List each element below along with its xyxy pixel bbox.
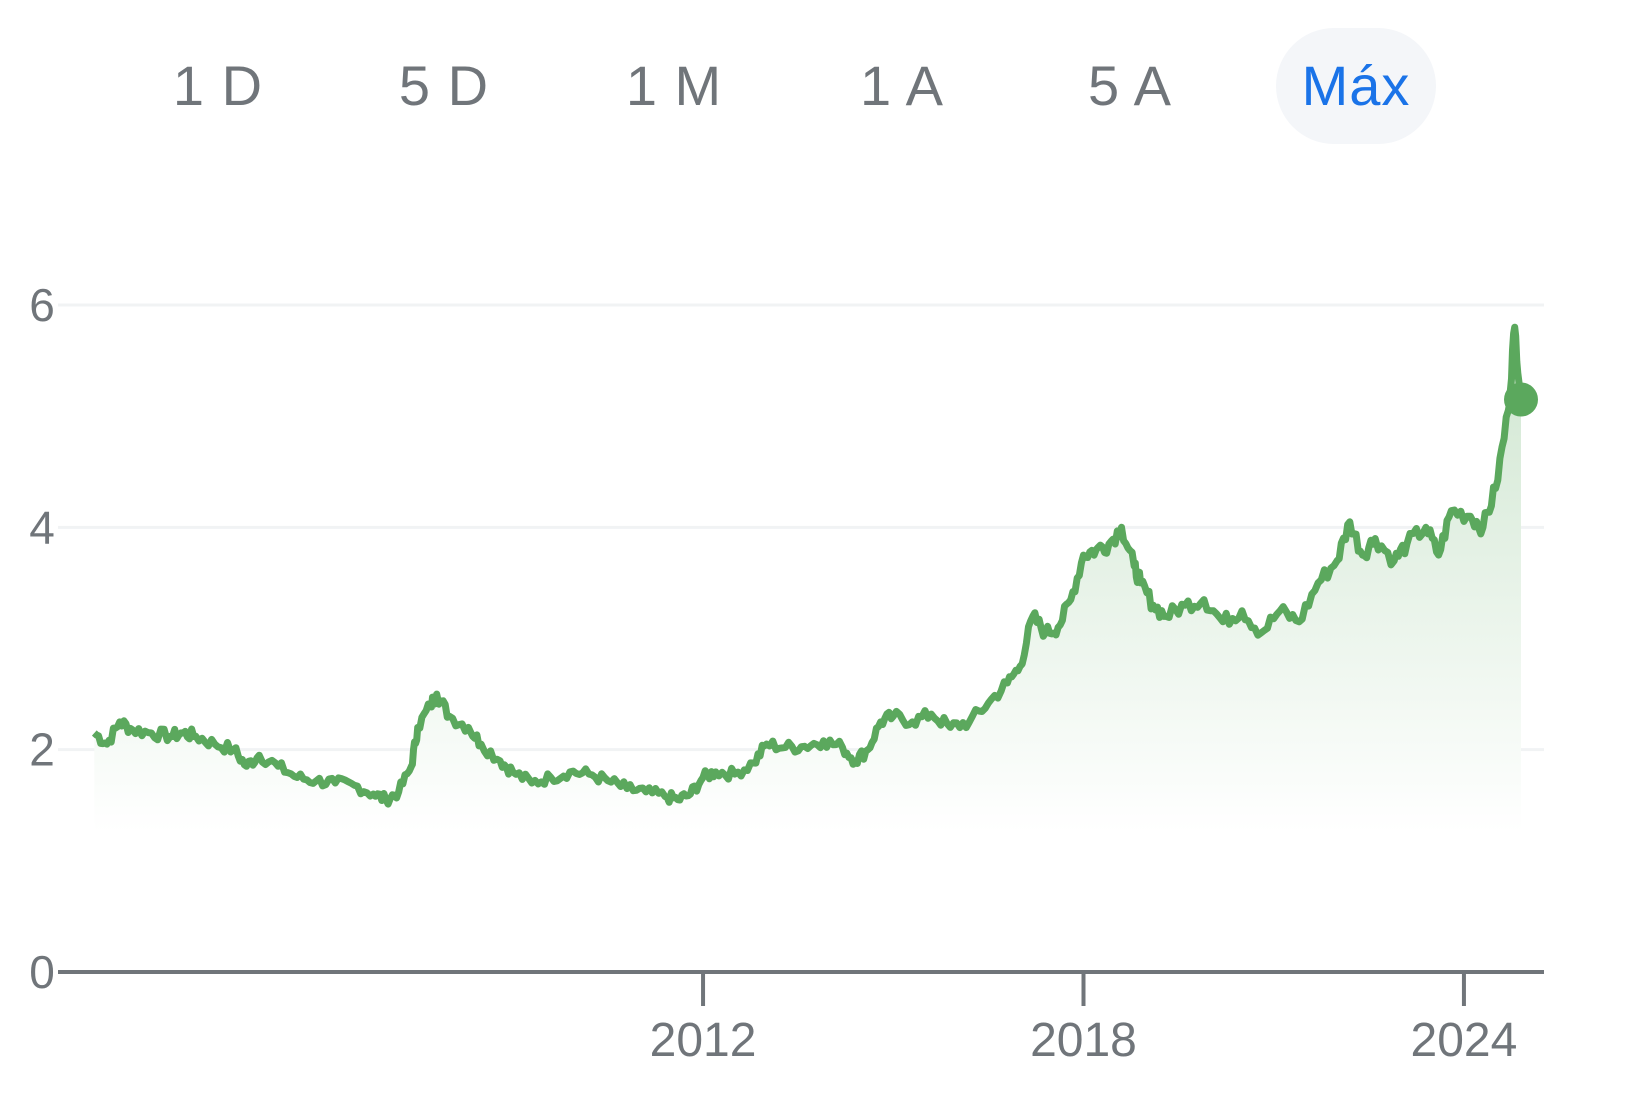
y-tick-label: 6 bbox=[29, 279, 55, 331]
y-tick-label: 2 bbox=[29, 724, 55, 776]
x-tick-label: 2012 bbox=[650, 1014, 757, 1067]
tab-max[interactable]: Máx bbox=[1276, 28, 1436, 144]
tab-1a[interactable]: 1 A bbox=[860, 54, 944, 117]
range-tabs: 1 D 5 D 1 M 1 A 5 A Máx bbox=[0, 0, 1644, 180]
price-line bbox=[91, 323, 1525, 808]
tab-5a[interactable]: 5 A bbox=[1088, 54, 1172, 117]
tab-1m[interactable]: 1 M bbox=[625, 54, 723, 117]
y-tick-label: 0 bbox=[29, 946, 55, 998]
price-area bbox=[94, 327, 1521, 832]
x-axis-ticks: 2012 2018 2024 bbox=[650, 972, 1518, 1067]
x-tick-label: 2018 bbox=[1030, 1014, 1137, 1067]
y-axis-labels: 0 2 4 6 bbox=[29, 279, 55, 998]
y-tick-label: 4 bbox=[29, 501, 55, 553]
x-tick-label: 2024 bbox=[1411, 1014, 1518, 1067]
tab-5d[interactable]: 5 D bbox=[398, 54, 490, 117]
last-point-marker[interactable] bbox=[1504, 382, 1538, 417]
tab-1d[interactable]: 1 D bbox=[172, 54, 264, 117]
